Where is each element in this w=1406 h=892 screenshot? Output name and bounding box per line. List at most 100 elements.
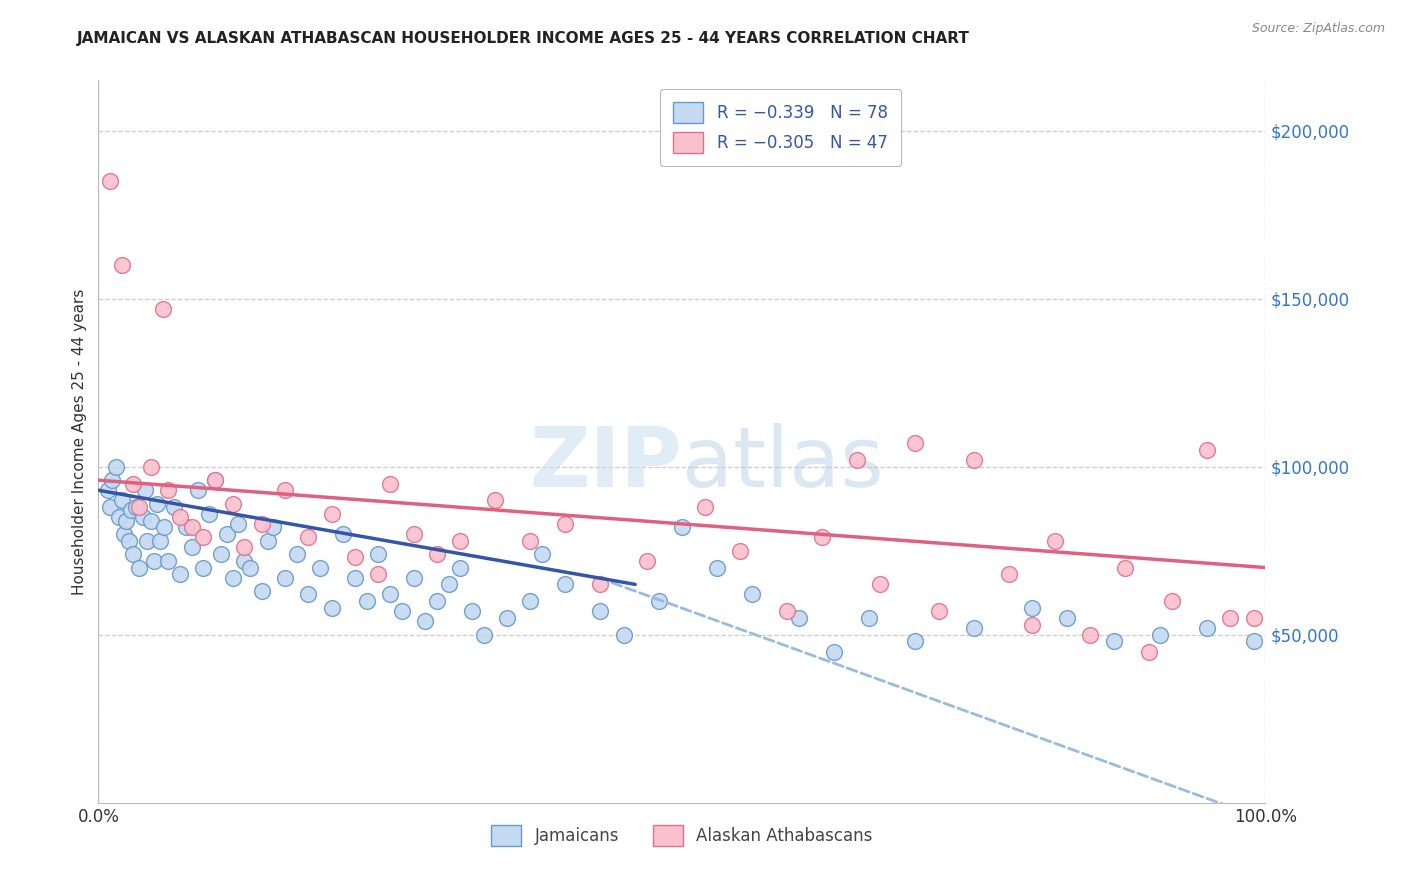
Point bbox=[143, 554, 166, 568]
Point bbox=[367, 547, 389, 561]
Point bbox=[1102, 634, 1125, 648]
Point bbox=[233, 541, 256, 555]
Point bbox=[811, 530, 834, 544]
Point bbox=[344, 571, 367, 585]
Point bbox=[115, 514, 138, 528]
Point bbox=[636, 554, 658, 568]
Point bbox=[519, 533, 541, 548]
Point bbox=[125, 500, 148, 514]
Point bbox=[997, 567, 1019, 582]
Point bbox=[98, 500, 121, 514]
Point bbox=[274, 483, 297, 498]
Point bbox=[104, 459, 127, 474]
Point bbox=[215, 527, 238, 541]
Point bbox=[1080, 628, 1102, 642]
Point bbox=[180, 520, 202, 534]
Point bbox=[530, 547, 553, 561]
Point bbox=[730, 543, 752, 558]
Point bbox=[149, 533, 172, 548]
Point bbox=[139, 459, 162, 474]
Point bbox=[136, 533, 159, 548]
Point bbox=[180, 541, 202, 555]
Point bbox=[1243, 634, 1265, 648]
Point bbox=[112, 527, 135, 541]
Point bbox=[111, 493, 134, 508]
Point bbox=[1219, 611, 1241, 625]
Point bbox=[449, 533, 471, 548]
Point bbox=[157, 483, 180, 498]
Point bbox=[695, 500, 717, 514]
Point bbox=[1197, 442, 1219, 457]
Point bbox=[904, 634, 927, 648]
Point bbox=[1137, 644, 1160, 658]
Point bbox=[380, 476, 402, 491]
Point bbox=[285, 547, 308, 561]
Point bbox=[204, 473, 226, 487]
Point bbox=[1056, 611, 1078, 625]
Point bbox=[122, 547, 145, 561]
Point bbox=[204, 473, 226, 487]
Point bbox=[97, 483, 120, 498]
Point bbox=[402, 571, 425, 585]
Point bbox=[152, 520, 174, 534]
Point bbox=[589, 604, 612, 618]
Point bbox=[496, 611, 519, 625]
Point bbox=[858, 611, 880, 625]
Point bbox=[118, 533, 141, 548]
Text: JAMAICAN VS ALASKAN ATHABASCAN HOUSEHOLDER INCOME AGES 25 - 44 YEARS CORRELATION: JAMAICAN VS ALASKAN ATHABASCAN HOUSEHOLD… bbox=[77, 31, 970, 46]
Text: ZIP: ZIP bbox=[530, 423, 682, 504]
Point bbox=[157, 554, 180, 568]
Point bbox=[297, 587, 319, 601]
Point bbox=[198, 507, 221, 521]
Point bbox=[193, 530, 215, 544]
Point bbox=[111, 258, 134, 272]
Point bbox=[163, 500, 186, 514]
Point bbox=[256, 533, 278, 548]
Point bbox=[449, 560, 471, 574]
Point bbox=[741, 587, 763, 601]
Point bbox=[787, 611, 810, 625]
Point bbox=[152, 301, 174, 316]
Point bbox=[647, 594, 669, 608]
Point bbox=[250, 516, 273, 531]
Point bbox=[671, 520, 693, 534]
Point bbox=[122, 476, 145, 491]
Point bbox=[962, 621, 984, 635]
Point bbox=[108, 510, 131, 524]
Point bbox=[1021, 600, 1043, 615]
Point bbox=[426, 547, 449, 561]
Point bbox=[356, 594, 378, 608]
Point bbox=[484, 493, 506, 508]
Point bbox=[233, 554, 256, 568]
Point bbox=[332, 527, 354, 541]
Point bbox=[823, 644, 845, 658]
Point bbox=[221, 497, 243, 511]
Point bbox=[391, 604, 413, 618]
Point bbox=[120, 503, 142, 517]
Point bbox=[846, 453, 869, 467]
Point bbox=[519, 594, 541, 608]
Point bbox=[461, 604, 484, 618]
Point bbox=[309, 560, 332, 574]
Point bbox=[344, 550, 367, 565]
Point bbox=[274, 571, 297, 585]
Point bbox=[209, 547, 232, 561]
Text: Source: ZipAtlas.com: Source: ZipAtlas.com bbox=[1251, 22, 1385, 36]
Point bbox=[776, 604, 799, 618]
Point bbox=[101, 473, 124, 487]
Point bbox=[193, 560, 215, 574]
Point bbox=[380, 587, 402, 601]
Point bbox=[402, 527, 425, 541]
Point bbox=[228, 516, 250, 531]
Point bbox=[554, 577, 576, 591]
Point bbox=[128, 560, 150, 574]
Point bbox=[221, 571, 243, 585]
Point bbox=[426, 594, 449, 608]
Point bbox=[262, 520, 284, 534]
Point bbox=[132, 510, 155, 524]
Point bbox=[174, 520, 197, 534]
Point bbox=[187, 483, 209, 498]
Point bbox=[869, 577, 891, 591]
Point bbox=[169, 567, 191, 582]
Point bbox=[321, 600, 343, 615]
